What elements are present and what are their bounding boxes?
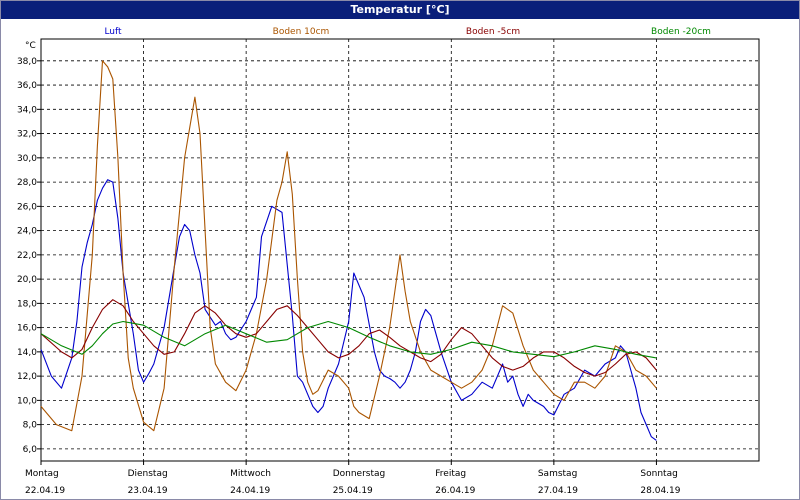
axes: 38,0 36,0 34,0 32,0 30,0 28,0 26,0 24,0 22,0 20,0… (17, 38, 760, 496)
series-line (40, 179, 657, 441)
y-tick-label: 20,0 (17, 275, 37, 285)
series-line (40, 60, 657, 432)
series-lines (40, 60, 657, 441)
y-tick-label: 16,0 (17, 324, 37, 334)
x-date-label: 26.04.19 (435, 486, 475, 496)
y-tick-label: 26,0 (17, 202, 37, 212)
legend-entry: Luft (104, 27, 122, 37)
x-date-label: 28.04.19 (640, 486, 680, 496)
legend-entry: Boden -20cm (651, 27, 711, 37)
y-tick-label: 34,0 (17, 105, 37, 115)
grid (41, 39, 759, 461)
y-tick-label: 8,0 (23, 421, 38, 431)
x-day-label: Freitag (435, 469, 466, 479)
x-day-label: Montag (25, 469, 59, 479)
legend: Luft Boden 10cm Boden -5cm Boden -20cm (104, 27, 711, 37)
x-day-label: Dienstag (128, 469, 168, 479)
plot-area (40, 38, 760, 462)
x-date-label: 25.04.19 (333, 486, 373, 496)
x-date-label: 24.04.19 (230, 486, 270, 496)
y-tick-label: 36,0 (17, 81, 37, 91)
y-tick-label: 32,0 (17, 130, 37, 140)
y-tick-label: 18,0 (17, 299, 37, 309)
y-tick-label: 22,0 (17, 251, 37, 261)
x-date-label: 22.04.19 (25, 486, 65, 496)
x-day-label: Sonntag (640, 469, 677, 479)
y-tick-label: 6,0 (23, 445, 38, 455)
y-tick-label: 14,0 (17, 348, 37, 358)
legend-entry: Boden -5cm (466, 27, 520, 37)
y-tick-label: 28,0 (17, 178, 37, 188)
series-line (40, 320, 657, 359)
y-tick-label: 10,0 (17, 396, 37, 406)
series-line (40, 299, 657, 377)
x-date-label: 27.04.19 (538, 486, 578, 496)
legend-entry: Boden 10cm (273, 27, 330, 37)
x-date-label: 23.04.19 (128, 486, 168, 496)
x-day-label: Donnerstag (333, 469, 386, 479)
chart-title: Temperatur [°C] (1, 1, 799, 19)
y-tick-label: 12,0 (17, 372, 37, 382)
y-tick-label: 30,0 (17, 154, 37, 164)
y-tick-label: 24,0 (17, 227, 37, 237)
x-day-label: Mittwoch (230, 469, 271, 479)
x-day-label: Samstag (538, 469, 577, 479)
y-tick-label: 38,0 (17, 57, 37, 67)
y-axis-label: °C (25, 41, 36, 51)
